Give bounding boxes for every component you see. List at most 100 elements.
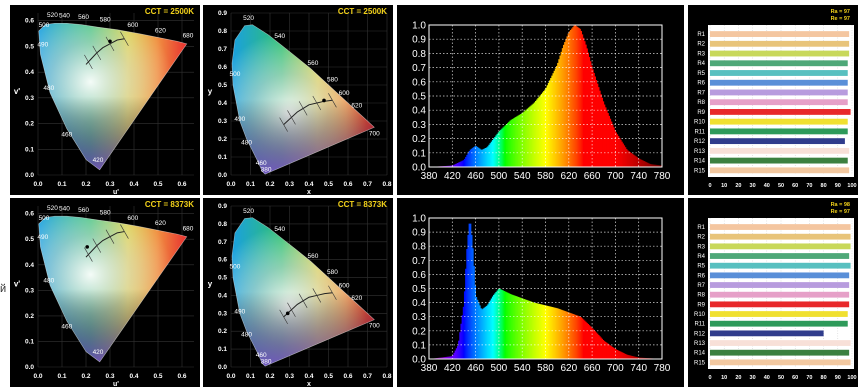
cri-bar-r3 <box>710 243 851 250</box>
cri-bar-r5 <box>710 70 848 76</box>
category-label: R8 <box>697 293 705 299</box>
spectrum-slice <box>588 325 591 359</box>
cri-bar-r10 <box>710 311 848 317</box>
spectrum-slice <box>554 68 557 167</box>
chromaticity-point <box>108 39 112 44</box>
spectrum-slice <box>517 115 520 167</box>
spectrum-slice <box>455 348 458 359</box>
x-tick-label: 0.7 <box>363 373 372 380</box>
spectrum-slice <box>445 165 447 167</box>
cri-bar-r11 <box>710 320 848 327</box>
cri-bar-r7 <box>710 282 850 288</box>
wavelength-label: 480 <box>43 278 54 285</box>
spectrum-slice <box>621 352 623 359</box>
isotherm-line <box>328 285 337 300</box>
x-tick-label: 0.8 <box>382 373 391 380</box>
wavelength-label: 600 <box>127 215 138 222</box>
spectrum-slice <box>576 27 579 167</box>
spectrum-slice <box>518 114 521 167</box>
isotherm-line <box>312 288 322 303</box>
spectrum-slice <box>532 302 535 359</box>
y-tick-label: 0.5 <box>25 43 34 50</box>
chromaticity-point <box>85 245 89 249</box>
spectrum-slice <box>479 148 481 167</box>
spectrum-slice <box>514 117 516 167</box>
x-tick-label: 100 <box>847 375 856 381</box>
spectrum-slice <box>606 110 608 167</box>
cct-label: CCT = 8373K <box>145 200 194 209</box>
spectrum-slice <box>437 357 439 359</box>
spectrum-slice <box>498 288 501 359</box>
spectrum-slice <box>562 44 565 167</box>
y-tick-label: 0.6 <box>412 270 426 281</box>
y-tick-label: 0.7 <box>412 63 426 74</box>
spectrum-slice <box>631 153 634 167</box>
spectral-locus <box>38 215 188 363</box>
spectral-locus <box>38 22 188 171</box>
spectrum-slice <box>575 315 578 359</box>
spectrum-slice <box>512 118 515 167</box>
x-tick-label: 0.6 <box>177 181 186 188</box>
cri-bar-r1 <box>710 224 851 230</box>
x-axis-label: x <box>307 381 311 387</box>
y-tick-label: 0.0 <box>25 172 34 179</box>
x-tick-label: 420 <box>444 171 461 182</box>
y-tick-label: 0.7 <box>412 256 426 267</box>
spectrum-slice <box>553 70 556 167</box>
wavelength-label: 460 <box>61 131 72 138</box>
category-label: R12 <box>694 331 706 337</box>
spectrum-slice <box>603 104 606 167</box>
spectrum-slice <box>559 309 562 359</box>
wavelength-label: 500 <box>229 264 240 271</box>
cri-bar-r12 <box>710 330 824 337</box>
spectrum-slice <box>447 356 450 359</box>
x-tick-label: 0.1 <box>246 181 255 188</box>
isotherm-line <box>92 45 102 61</box>
ra-label: Ra = 97 <box>831 9 850 15</box>
isotherm-line <box>279 117 288 132</box>
spectrum-slice <box>470 234 473 359</box>
spectrum-slice <box>621 141 623 167</box>
spectrum-slice <box>566 311 569 359</box>
spectrum-slice <box>472 248 474 359</box>
y-tick-label: 0.7 <box>218 46 227 53</box>
spectrum-slice <box>576 315 579 359</box>
spectrum-slice <box>583 41 586 167</box>
spectrum-slice <box>573 25 576 168</box>
spectrum-slice <box>451 356 453 359</box>
spectrum-slice <box>569 313 572 359</box>
cct-label: CCT = 8373K <box>338 200 387 209</box>
x-tick-label: 80 <box>821 183 827 189</box>
spectrum-slice <box>648 163 650 167</box>
spectrum-slice <box>644 161 647 167</box>
spectrum-slice <box>552 73 555 167</box>
y-tick-label: 0.3 <box>25 95 34 102</box>
spectrum-slice <box>571 313 573 359</box>
x-tick-label: 0.0 <box>226 181 235 188</box>
spectrum-slice <box>597 334 600 359</box>
cri-bar-r6 <box>710 79 848 86</box>
category-label: R14 <box>694 159 706 165</box>
ra-label: Ra = 98 <box>831 202 850 208</box>
spectrum-slice <box>611 347 614 359</box>
y-tick-label: 0.6 <box>412 77 426 88</box>
spectrum-slice <box>445 356 447 359</box>
spectrum-slice <box>524 299 527 359</box>
wavelength-label: 700 <box>369 323 380 330</box>
planckian-locus <box>85 231 125 258</box>
cri-bar-r3 <box>710 50 850 57</box>
category-label: R1 <box>697 32 705 38</box>
spectrum-slice <box>498 130 501 167</box>
spectrum-slice <box>582 319 585 359</box>
spectrum-slice <box>611 124 614 167</box>
cri-bar-r11 <box>710 128 848 135</box>
spectrum-slice <box>607 343 609 359</box>
spectrum-slice <box>510 119 513 167</box>
spectrum-slice <box>474 285 476 359</box>
spectrum-slice <box>504 291 507 359</box>
spectrum-slice <box>449 165 452 167</box>
category-label: R6 <box>697 81 705 87</box>
cri-bar-r6 <box>710 272 850 279</box>
spectrum-slice <box>438 357 440 359</box>
spectrum-slice <box>462 160 465 167</box>
